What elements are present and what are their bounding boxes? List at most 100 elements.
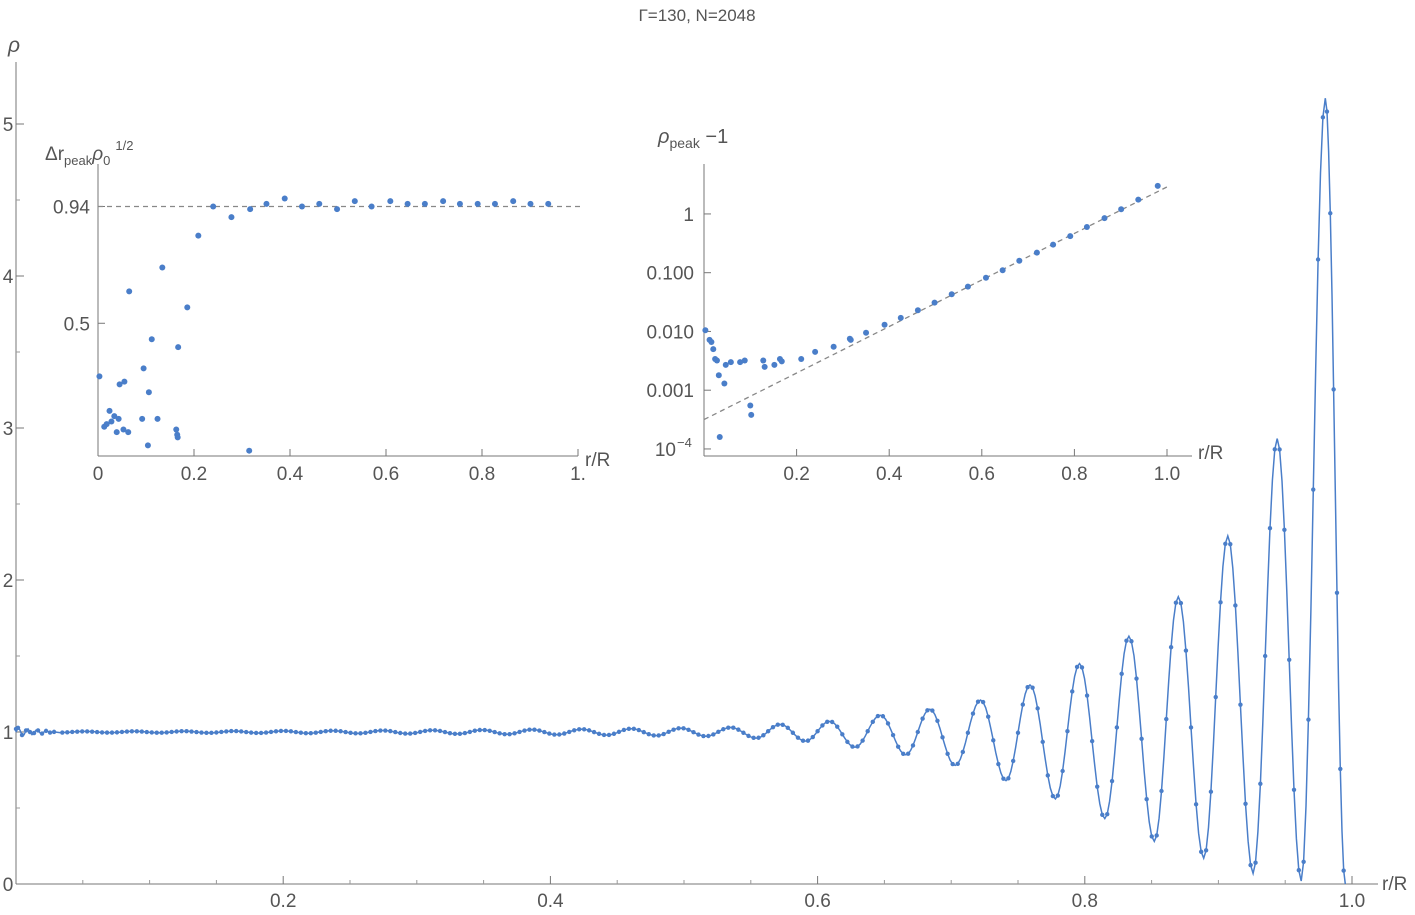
inset-right-point	[931, 299, 938, 306]
main-density-point	[229, 728, 234, 734]
inset-left-x-tick-label: 0.8	[469, 464, 495, 485]
main-density-point	[810, 734, 815, 740]
main-density-point	[204, 730, 209, 736]
main-density-point	[124, 729, 130, 734]
main-density-point	[194, 729, 199, 735]
main-density-point	[1129, 639, 1134, 644]
main-density-point	[681, 726, 686, 731]
inset-left-point	[491, 200, 498, 207]
main-density-point	[955, 761, 960, 767]
inset-right-point	[1118, 206, 1125, 213]
main-density-point	[905, 751, 911, 756]
main-density-point	[552, 732, 557, 737]
main-x-label: r/R	[1382, 874, 1407, 895]
main-y-tick-label: 1	[3, 723, 14, 744]
inset-right-point	[727, 359, 734, 366]
main-density-point	[1015, 730, 1021, 735]
inset-left-y-label-sub1: peak	[64, 153, 93, 168]
inset-right-point	[948, 291, 955, 298]
inset-left-y-label-sub2: 0	[103, 153, 110, 168]
inset-left-point	[144, 442, 151, 449]
main-density-point	[303, 730, 309, 736]
main-density-point	[144, 729, 149, 735]
main-density-point	[60, 730, 65, 735]
main-density-point	[189, 729, 194, 734]
main-density-point	[338, 729, 343, 734]
inset-right-y-tick-exponent: −4	[677, 435, 692, 450]
inset-right-y-label-sub: peak	[669, 135, 700, 151]
main-density-point	[945, 751, 950, 757]
main-density-point	[114, 730, 120, 735]
main-density-point	[1114, 725, 1120, 730]
inset-left-point	[148, 336, 155, 343]
main-density-point	[666, 729, 671, 735]
main-density-point	[756, 735, 761, 740]
main-density-point	[736, 727, 741, 732]
main-density-point	[1296, 867, 1302, 873]
main-density-point	[706, 733, 711, 739]
main-density-point	[1089, 738, 1095, 744]
main-density-point	[51, 729, 57, 735]
main-density-point	[547, 731, 552, 736]
main-density-point	[910, 743, 916, 748]
main-density-point	[631, 726, 637, 732]
main-density-point	[991, 738, 996, 743]
main-density-point	[1105, 811, 1110, 817]
main-density-point	[19, 732, 25, 738]
main-density-point	[209, 730, 214, 736]
main-density-point	[1010, 758, 1016, 764]
main-density-point	[711, 732, 716, 737]
main-density-point	[119, 729, 125, 735]
main-density-point	[855, 744, 860, 749]
inset-left-point	[281, 195, 288, 202]
main-density-point	[139, 729, 145, 734]
inset-left-point	[545, 200, 552, 207]
inset-left-x-tick-label: 0	[93, 464, 104, 485]
inset-left-point	[440, 198, 447, 205]
main-density-point	[243, 729, 249, 735]
main-density-point	[1331, 387, 1336, 392]
main-density-point	[239, 729, 244, 734]
inset-right-point	[830, 343, 837, 350]
main-density-point	[388, 728, 393, 734]
inset-right-point	[737, 359, 744, 366]
main-density-point	[795, 735, 801, 740]
main-density-point	[373, 728, 378, 734]
main-density-point	[572, 728, 577, 733]
main-density-point	[31, 730, 37, 736]
main-density-point	[1001, 776, 1006, 781]
main-density-point	[1198, 849, 1204, 854]
inset-right-y-label: ρpeak −1	[657, 126, 728, 151]
inset-left-point	[125, 429, 132, 436]
inset-right-point	[897, 314, 904, 321]
main-density-point	[581, 727, 587, 732]
inset-right-y-tick-label: 0.001	[646, 381, 694, 402]
main-density-point	[447, 730, 453, 736]
main-density-point	[626, 726, 632, 732]
main-y-tick-label: 4	[3, 267, 14, 288]
main-y-tick-label: 2	[3, 571, 14, 592]
main-density-point	[1040, 739, 1045, 745]
main-density-point	[497, 731, 502, 736]
main-density-point	[1084, 693, 1090, 698]
main-density-point	[323, 729, 328, 734]
inset-right-point	[1033, 249, 1040, 256]
inset-left-point	[139, 415, 146, 422]
main-density-point	[179, 729, 184, 734]
main-density-point	[472, 728, 478, 733]
inset-left-y-label-sup: 1/2	[115, 138, 133, 153]
inset-left-point	[456, 200, 463, 207]
main-density-point	[790, 730, 796, 735]
inset-right-y-tick-label: 1	[683, 205, 694, 226]
main-density-point	[1178, 600, 1184, 606]
main-density-point	[1291, 787, 1297, 792]
main-density-point	[1095, 784, 1100, 789]
main-density-point	[1030, 685, 1035, 690]
main-density-point	[850, 744, 855, 749]
main-density-point	[1173, 600, 1179, 605]
main-density-point	[1183, 648, 1189, 653]
main-density-point	[691, 729, 696, 735]
inset-left-point	[527, 200, 534, 207]
main-density-point	[1306, 717, 1311, 722]
inset-left-point	[126, 288, 133, 295]
